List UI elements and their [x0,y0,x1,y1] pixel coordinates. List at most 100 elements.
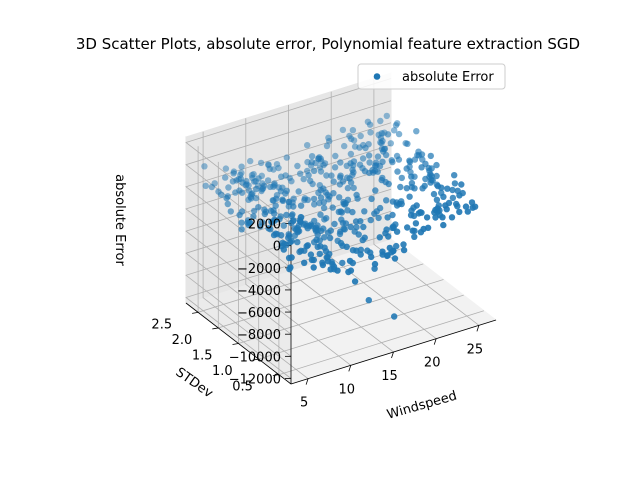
tick-labels: 5 10 15 20 25 0.51.01.52.02.5 2000 0 −2000 −4000 −… [151,218,483,411]
x-grid-line [245,118,352,366]
scatter-point [371,260,379,268]
scatter-point [379,158,386,165]
scatter-point [340,225,347,232]
scatter-point [208,183,215,191]
y-tick-label: 0.5 [232,380,253,395]
scatter-point [395,156,403,163]
scatter-point [273,195,280,202]
z-axis-label: absolute Error [112,174,127,266]
scatter-point [346,257,354,265]
scatter-point [412,220,420,227]
scatter-point [218,191,225,198]
scatter-point [264,177,272,184]
scatter-point [225,184,232,191]
scatter-point [283,211,290,219]
scatter-point [345,268,352,276]
z-tick-label: −12000 [229,372,281,387]
scatter-point [376,234,383,241]
legend: absolute Error [357,63,506,90]
scatter-point [304,196,311,204]
scatter-point [421,182,428,190]
scatter-point [456,208,463,216]
scatter-point [261,210,268,218]
y-tick-mark [232,343,239,345]
scatter-point [247,157,254,165]
x-tick-mark [391,351,394,359]
scatter-point [336,194,343,201]
x-tick-label: 20 [424,356,441,371]
scatter-point [375,214,382,222]
scatter-point [383,112,390,120]
scatter-point [411,233,418,240]
scatter-point [443,206,450,213]
scatter-point [361,234,368,241]
scatter-point [323,215,330,222]
x-tick-mark [433,338,437,345]
chart-title: 3D Scatter Plots, absolute error, Polyno… [76,35,580,53]
scatter-point [294,227,302,234]
y-tick-label: 2.0 [172,333,193,348]
scatter-point [367,129,374,136]
scatter-point [310,264,317,271]
scatter-point [320,199,327,206]
x-tick-label: 25 [467,342,484,357]
scatter-point [223,194,230,202]
scatter-point [449,194,457,202]
scatter-point [238,219,245,226]
scatter-point [317,168,325,175]
scatter-point [278,232,285,239]
scatter-point [308,153,316,160]
scatter-point [347,150,355,158]
scatter-point [434,205,441,212]
x-grid-line [373,78,480,326]
scatter-point [348,135,355,143]
scatter-point [355,231,362,238]
scatter-point [444,185,451,192]
scatter-point [314,226,321,234]
scatter-point [389,158,396,166]
scatter-point [332,152,339,160]
scatter-point [449,186,456,194]
scatter-point [367,216,374,224]
scatter-point [400,246,408,254]
scatter-point [276,215,283,223]
scatter-point [347,223,354,231]
scatter-point [376,204,384,212]
scatter-point [337,208,344,215]
scatter-point [374,153,382,160]
scatter-point [339,126,347,134]
scatter-point [251,207,258,215]
legend-box [357,63,506,90]
scatter-point [368,253,375,261]
x-tick-label: 10 [339,382,356,397]
scatter-point [418,209,425,216]
scatter-point [400,241,407,248]
scatter-point [288,237,295,245]
scatter-point [403,165,410,172]
scatter-point [411,185,418,192]
scatter-point [427,152,434,160]
scatter-point [344,207,351,214]
y-tick-label: 1.0 [212,364,233,379]
scatter-point [404,224,411,231]
scatter-point [267,226,274,233]
z-tick-label: −2000 [237,262,281,277]
scatter-point [324,258,332,265]
scatter-point [321,244,328,251]
scatter-point [385,180,392,188]
scatter-point [371,265,378,272]
scatter-point [438,184,445,191]
scatter-point [280,222,287,229]
scatter-point [356,144,363,151]
z-grid-line [185,100,392,247]
z-tick-label: −10000 [229,350,281,365]
scatter-point [270,231,278,239]
scatter-point [308,256,316,264]
scatter-point [451,172,458,179]
scatter-point [330,190,337,197]
scatter-point [409,227,416,234]
scatter-point [255,204,262,211]
scatter-point [224,200,231,208]
scatter-point [349,208,356,216]
scatter-point [246,219,254,226]
